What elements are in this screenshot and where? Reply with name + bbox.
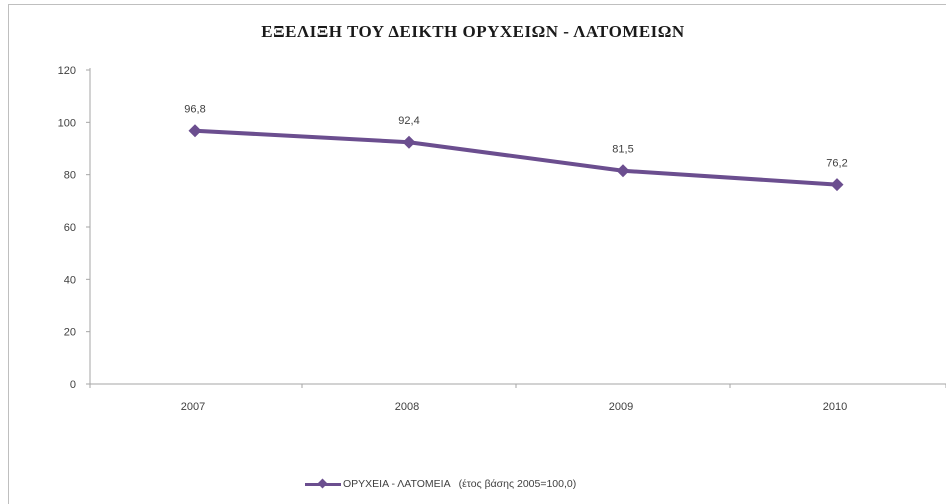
chart-title: ΕΞΕΛΙΞΗ ΤΟΥ ΔΕΙΚΤΗ ΟΡΥΧΕΙΩΝ - ΛΑΤΟΜΕΙΩΝ xyxy=(261,22,685,41)
x-tick-label: 2010 xyxy=(823,401,847,413)
legend-marker-icon xyxy=(305,478,341,490)
legend-note: (έτος βάσης 2005=100,0) xyxy=(458,478,577,490)
y-tick-label: 100 xyxy=(58,117,76,129)
data-label: 76,2 xyxy=(826,158,847,170)
axes: 0 20 40 60 80 100 120 2007 2008 2009 2010 xyxy=(58,65,946,413)
y-tick-label: 120 xyxy=(58,65,76,77)
data-point xyxy=(188,124,202,138)
y-tick-label: 0 xyxy=(70,379,76,391)
series-line-layer xyxy=(193,128,839,187)
chart-area xyxy=(8,4,946,504)
x-tick-label: 2009 xyxy=(609,401,633,413)
y-tick-label: 60 xyxy=(64,222,76,234)
y-tick-label: 80 xyxy=(64,170,76,182)
x-tick-label: 2007 xyxy=(181,401,205,413)
y-tick-label: 20 xyxy=(64,327,76,339)
data-label: 81,5 xyxy=(612,144,633,156)
y-tick-label: 40 xyxy=(64,274,76,286)
legend-series-label: ΟΡΥΧΕΙΑ - ΛΑΤΟΜΕΙΑ xyxy=(343,478,451,490)
data-labels: 96,8 92,4 81,5 76,2 xyxy=(184,104,847,170)
data-point xyxy=(830,178,844,192)
x-tick-label: 2008 xyxy=(395,401,419,413)
data-point xyxy=(616,164,630,178)
data-label: 92,4 xyxy=(398,115,419,127)
data-label: 96,8 xyxy=(184,104,205,116)
data-point xyxy=(402,135,416,149)
data-markers xyxy=(188,124,844,192)
legend: ΟΡΥΧΕΙΑ - ΛΑΤΟΜΕΙΑ (έτος βάσης 2005=100,… xyxy=(305,476,576,492)
series-line xyxy=(193,128,839,187)
